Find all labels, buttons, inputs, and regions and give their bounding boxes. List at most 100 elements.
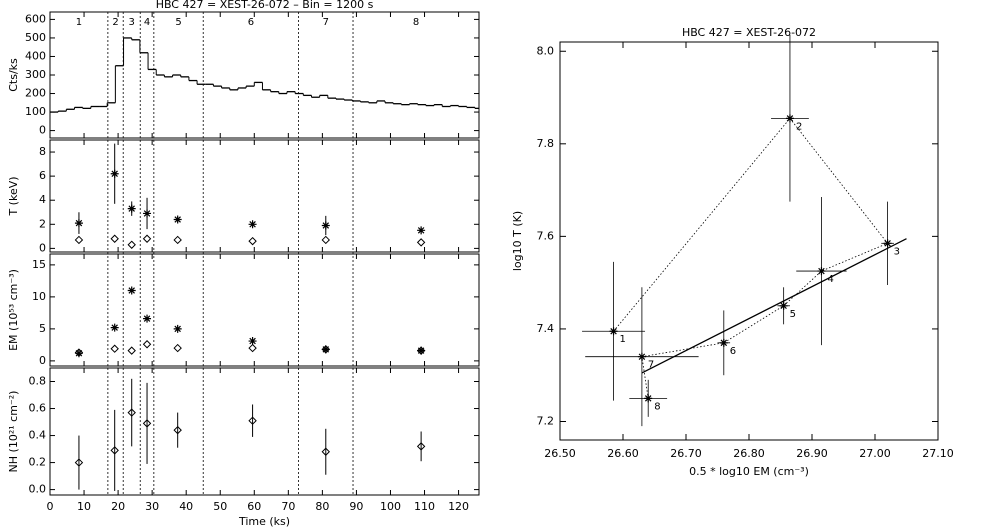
diamond-marker [142,340,152,349]
y-tick-label: 8.0 [537,44,555,57]
y-tick-label: 0 [39,241,46,254]
y-tick-label: 400 [25,49,46,62]
y-tick-label: 600 [25,12,46,25]
diamond-marker [321,447,330,456]
y-axis-label: T (keV) [7,176,20,216]
star-marker [417,346,426,355]
panel-frame [49,11,480,139]
panel-frame [49,253,480,367]
y-tick-label: 0 [39,124,46,137]
x-tick-label: 80 [315,500,329,513]
diamond-marker [110,344,119,353]
x-tick-label: 70 [281,500,295,513]
x-tick-label: 27.10 [922,447,954,460]
trajectory [613,117,889,399]
y-tick-label: 0.8 [29,375,47,388]
star-marker [817,267,826,276]
y-axis-label: Cts/ks [7,58,20,92]
point-label: 7 [648,360,654,371]
x-tick-label: 40 [179,500,193,513]
star-marker [74,219,83,228]
diamond-marker [142,234,152,243]
star-marker [173,215,182,224]
chart-title: HBC 427 = XEST-26-072 – Bin = 1200 s [156,0,374,11]
y-tick-label: 6 [39,169,46,182]
diamond-marker [248,416,257,425]
diamond-marker [416,346,426,355]
star-marker [143,209,152,218]
segment-label: 8 [413,17,419,28]
y-axis-label: EM (10⁵³ cm⁻³) [7,269,20,351]
x-tick-label: 30 [145,500,159,513]
x-tick-label: 110 [414,500,435,513]
y-axis-label: log10 T (K) [511,211,524,271]
x-tick-label: 100 [380,500,401,513]
x-tick-label: 10 [77,500,91,513]
star-marker [173,324,182,333]
diamond-marker [248,236,257,246]
star-marker [248,220,257,229]
point-label: 2 [796,121,802,132]
y-tick-label: 7.2 [537,414,555,427]
x-tick-label: 120 [448,500,469,513]
diamond-marker [173,235,182,245]
diamond-marker [173,343,182,353]
y-tick-label: 4 [39,193,46,206]
y-axis-label: NH (10²¹ cm⁻²) [7,391,20,473]
y-tick-label: 7.6 [537,229,555,242]
x-tick-label: 26.50 [544,447,576,460]
segment-label: 7 [323,17,329,28]
y-tick-label: 2 [39,217,46,230]
segment-label: 4 [144,17,150,28]
star-marker [637,352,646,361]
y-tick-label: 8 [39,145,46,158]
point-label: 5 [790,309,796,320]
diamond-marker [173,425,182,435]
y-tick-label: 200 [25,87,46,100]
bin-connectors [57,37,476,113]
x-tick-label: 26.60 [607,447,639,460]
segment-label: 2 [112,17,118,28]
y-tick-label: 15 [32,258,46,271]
x-axis-label: 0.5 * log10 EM (cm⁻³) [689,465,809,478]
y-tick-label: 10 [32,290,46,303]
fit-line [641,238,907,374]
star-marker [883,239,892,248]
panel-frame [49,367,480,496]
point-label: 3 [894,246,900,257]
star-marker [779,301,788,310]
star-marker [321,345,330,354]
star-marker [143,314,152,323]
x-tick-label: 60 [247,500,261,513]
diamond-marker [416,442,426,451]
diamond-marker [416,238,426,247]
point-label: 8 [654,401,660,412]
y-tick-label: 500 [25,31,46,44]
star-marker [248,337,257,346]
y-tick-label: 7.4 [537,322,555,335]
diamond-marker [127,346,136,355]
star-marker [74,349,83,358]
segment-label: 1 [76,17,82,28]
plot-frame [559,41,939,441]
y-tick-label: 5 [39,322,46,335]
diamond-marker [127,408,136,417]
y-tick-label: 0.0 [29,483,47,496]
chart-title: HBC 427 = XEST-26-072 [682,26,816,39]
star-marker [321,221,330,230]
x-tick-label: 0 [47,500,54,513]
star-marker [417,226,426,235]
point-label: 6 [730,346,736,357]
segment-label: 3 [129,17,135,28]
y-tick-label: 100 [25,105,46,118]
diamond-marker [127,240,136,249]
star-marker [127,286,136,295]
y-tick-label: 0.4 [29,429,47,442]
x-axis-label: Time (ks) [238,515,290,528]
star-marker [644,394,653,403]
y-tick-label: 0.2 [29,456,47,469]
star-marker [110,323,119,332]
x-tick-label: 26.80 [733,447,765,460]
x-tick-label: 50 [213,500,227,513]
